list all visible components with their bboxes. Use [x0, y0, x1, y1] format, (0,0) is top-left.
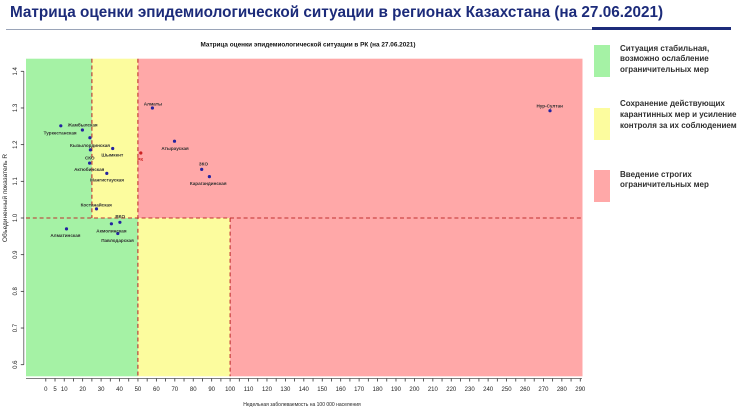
svg-text:50: 50: [135, 387, 142, 393]
svg-text:80: 80: [190, 387, 197, 393]
svg-text:1.4: 1.4: [13, 66, 19, 75]
svg-text:5: 5: [53, 387, 57, 393]
svg-text:120: 120: [262, 387, 273, 393]
svg-text:240: 240: [483, 387, 494, 393]
svg-text:210: 210: [428, 387, 439, 393]
svg-text:220: 220: [446, 387, 457, 393]
svg-text:Матрица оценки эпидемиологичес: Матрица оценки эпидемиологической ситуац…: [200, 41, 415, 49]
svg-text:200: 200: [409, 387, 420, 393]
svg-text:10: 10: [61, 387, 68, 393]
svg-text:РК: РК: [137, 157, 143, 162]
svg-text:0.8: 0.8: [13, 287, 19, 296]
svg-text:40: 40: [116, 387, 123, 393]
svg-text:280: 280: [557, 387, 568, 393]
svg-text:260: 260: [520, 387, 531, 393]
svg-text:Актюбинская: Актюбинская: [74, 166, 105, 172]
svg-text:130: 130: [280, 387, 291, 393]
svg-text:Шымкент: Шымкент: [101, 153, 124, 158]
svg-text:290: 290: [575, 387, 586, 393]
svg-text:Жамбылская: Жамбылская: [67, 121, 98, 127]
svg-text:100: 100: [225, 387, 236, 393]
svg-text:30: 30: [98, 387, 105, 393]
svg-text:Кызылординская: Кызылординская: [70, 143, 110, 148]
svg-text:70: 70: [171, 387, 178, 393]
svg-text:1.0: 1.0: [13, 213, 19, 222]
svg-text:60: 60: [153, 387, 160, 393]
svg-text:Костанайская: Костанайская: [81, 201, 112, 207]
svg-text:170: 170: [354, 387, 365, 393]
svg-text:Мангистауская: Мангистауская: [90, 178, 124, 183]
svg-text:0.9: 0.9: [13, 250, 19, 259]
svg-text:160: 160: [336, 387, 347, 393]
svg-text:1.3: 1.3: [13, 103, 19, 112]
svg-text:Павлодарская: Павлодарская: [101, 238, 134, 243]
svg-text:190: 190: [391, 387, 402, 393]
svg-text:Нур-Султан: Нур-Султан: [536, 104, 563, 109]
svg-text:180: 180: [373, 387, 384, 393]
svg-text:110: 110: [244, 387, 254, 393]
svg-text:230: 230: [465, 387, 476, 393]
svg-text:Туркестанская: Туркестанская: [44, 131, 77, 136]
svg-text:Объединенный показатель R: Объединенный показатель R: [1, 154, 9, 242]
svg-text:150: 150: [317, 387, 328, 393]
svg-text:20: 20: [79, 387, 86, 393]
svg-text:0.6: 0.6: [13, 360, 19, 369]
svg-text:Атырауская: Атырауская: [161, 146, 189, 151]
svg-text:90: 90: [208, 387, 215, 393]
svg-text:ЗКО: ЗКО: [199, 162, 209, 167]
svg-text:1.1: 1.1: [13, 176, 19, 185]
svg-text:ВКО: ВКО: [115, 214, 125, 219]
svg-text:Недельная заболеваемость на 10: Недельная заболеваемость на 100 000 насе…: [243, 402, 361, 408]
svg-text:Акмолинская: Акмолинская: [96, 229, 127, 234]
svg-text:140: 140: [299, 387, 310, 393]
svg-text:СКО: СКО: [85, 156, 95, 161]
svg-text:0.7: 0.7: [13, 323, 19, 332]
svg-text:Алматы: Алматы: [144, 101, 162, 106]
svg-text:Карагандинская: Карагандинская: [190, 181, 227, 186]
svg-text:1.2: 1.2: [13, 140, 19, 149]
svg-text:0: 0: [44, 387, 48, 393]
svg-text:Алматинская: Алматинская: [50, 233, 80, 238]
svg-text:250: 250: [502, 387, 513, 393]
svg-text:270: 270: [538, 387, 549, 393]
